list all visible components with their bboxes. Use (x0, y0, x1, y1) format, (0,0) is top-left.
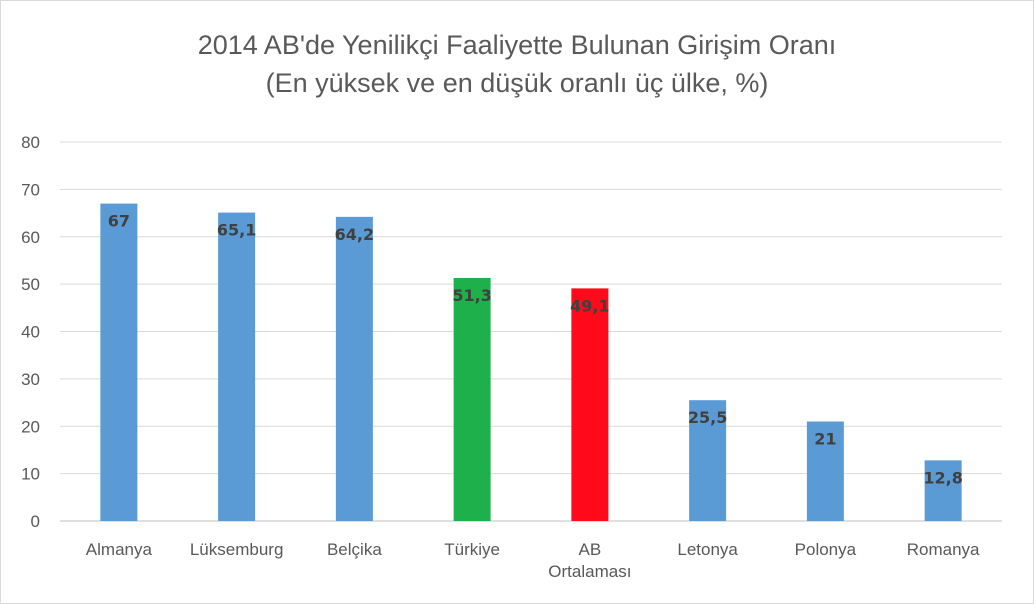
chart-title-block: 2014 AB'de Yenilikçi Faaliyette Bulunan … (0, 26, 1034, 102)
bar (806, 421, 844, 521)
y-tick-label: 30 (21, 370, 40, 389)
y-tick-label: 70 (21, 180, 40, 199)
bar (689, 400, 727, 521)
chart-title: 2014 AB'de Yenilikçi Faaliyette Bulunan … (197, 30, 837, 60)
y-tick-label: 20 (21, 417, 40, 436)
chart-subtitle: (En yüksek ve en düşük oranlı üç ülke, %… (265, 68, 769, 98)
data-label: 49,1 (570, 296, 609, 315)
bars (100, 203, 962, 522)
y-axis-ticks: 0 10 20 30 40 50 60 70 80 (21, 133, 40, 531)
category-label: Romanya (907, 540, 980, 559)
y-tick-label: 80 (21, 133, 40, 152)
category-label: AB Ortalaması (548, 540, 631, 581)
bar (100, 203, 138, 521)
y-tick-label: 40 (21, 323, 40, 342)
category-label: Almanya (86, 540, 153, 559)
y-tick-label: 10 (21, 465, 40, 484)
bar (218, 212, 256, 521)
data-label: 65,1 (217, 221, 256, 240)
x-axis-categories: Almanya Lüksemburg Belçika Türkiye AB Ortalam… (86, 540, 980, 581)
category-label: Polonya (795, 540, 857, 559)
y-tick-label: 0 (31, 512, 40, 531)
gridlines (60, 141, 1002, 522)
bar (924, 460, 962, 521)
bar (453, 277, 491, 521)
category-label: Lüksemburg (190, 540, 284, 559)
category-label: Belçika (327, 540, 382, 559)
data-labels: 67 65,1 64,2 51,3 49,1 25,5 21 12,8 (108, 212, 963, 488)
data-label: 67 (108, 212, 130, 231)
y-tick-label: 50 (21, 275, 40, 294)
category-label: Türkiye (444, 540, 500, 559)
category-label: Letonya (677, 540, 738, 559)
bar (335, 216, 373, 522)
data-label: 21 (814, 430, 836, 449)
data-label: 64,2 (335, 225, 374, 244)
data-label: 25,5 (688, 408, 727, 427)
y-tick-label: 60 (21, 228, 40, 247)
bar (571, 288, 609, 521)
data-label: 51,3 (452, 286, 491, 305)
data-label: 12,8 (923, 468, 962, 487)
